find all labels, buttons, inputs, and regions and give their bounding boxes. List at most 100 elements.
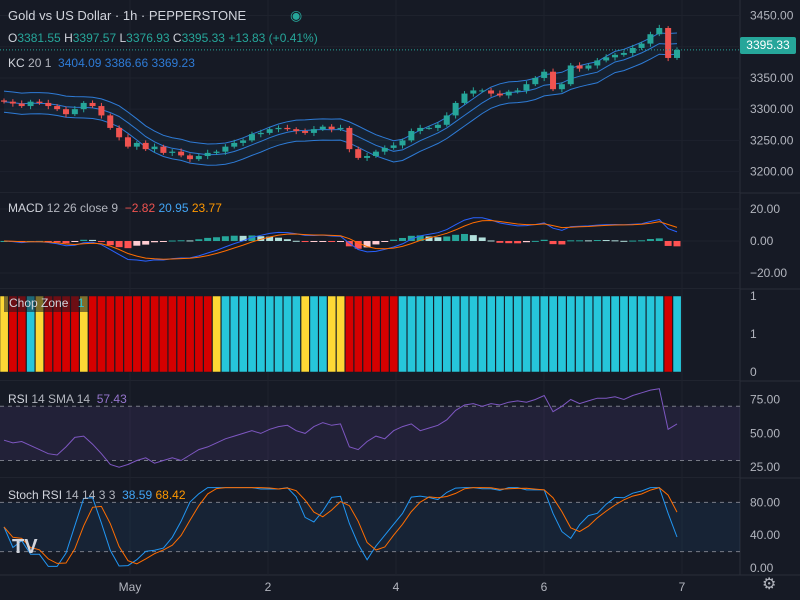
chop-zone-bar	[345, 295, 354, 373]
macd-hist-bar	[549, 241, 557, 245]
chop-zone-bar	[353, 295, 363, 373]
candle-body	[204, 152, 211, 157]
chop-zone-bar	[238, 295, 248, 373]
candle-body	[310, 129, 317, 133]
macd-hist-bar	[478, 237, 486, 241]
candle-body	[674, 49, 680, 58]
stoch-tick-label-0: 80.00	[750, 495, 780, 509]
chop-zone-bar	[185, 295, 195, 373]
chop-zone-bar	[566, 295, 576, 373]
candle-body	[629, 47, 636, 53]
candle-body	[620, 52, 627, 55]
macd-hist-bar	[142, 241, 150, 245]
candle-body	[133, 142, 140, 147]
chop-legend[interactable]: Chop Zone 1	[4, 296, 90, 312]
candle-body	[27, 101, 34, 107]
stoch-legend[interactable]: Stoch RSI 14 14 3 3 38.59 68.42	[8, 488, 186, 502]
pane-bg-0	[0, 0, 740, 193]
tradingview-logo-icon[interactable]: TV	[12, 536, 38, 558]
candle-body	[576, 65, 583, 69]
candle-body	[293, 129, 300, 132]
candle-body	[160, 146, 167, 153]
macd-hist-bar	[89, 239, 97, 241]
macd-hist-bar	[390, 239, 398, 241]
settings-gear-icon[interactable]: ⚙	[762, 576, 777, 593]
macd-hist-bar	[567, 240, 575, 242]
candle-body	[1, 100, 7, 102]
chop-zone-bar	[407, 295, 416, 373]
candle-body	[408, 131, 415, 141]
chop-zone-bar	[88, 295, 98, 373]
candle-body	[612, 54, 619, 58]
rsi-value: 57.43	[96, 392, 127, 406]
rsi-line	[3, 388, 678, 468]
candle-body	[266, 129, 273, 133]
ohlc-row: O3381.55 H3397.57 L3376.93 C3395.33 +13.…	[8, 31, 318, 45]
chop-zone-bar	[646, 295, 655, 373]
chop-zone-bar	[442, 295, 452, 373]
stoch-k-value: 38.59	[122, 488, 153, 502]
macd-hist-bar	[319, 241, 327, 242]
macd-hist-bar	[283, 239, 291, 241]
macd-hist-bar	[496, 241, 504, 243]
macd-hist-bar	[159, 241, 167, 242]
chop-zone-bar	[548, 295, 558, 373]
candle-body	[275, 127, 282, 130]
chop-zone-bar	[221, 295, 230, 373]
kc-name: KC	[8, 56, 25, 70]
rsi-legend[interactable]: RSI 14 SMA 14 57.43	[8, 392, 127, 406]
macd-hist-bar	[186, 240, 194, 242]
candle-body	[523, 84, 530, 91]
candle-body	[452, 102, 459, 116]
change-value: +13.83 (+0.41%)	[228, 31, 318, 45]
time-tick-label-3: 6	[541, 580, 548, 594]
candle-body	[98, 106, 105, 116]
rsi-params: 14 SMA 14	[31, 392, 91, 406]
candle-body	[355, 149, 362, 158]
macd-tick-label-1: 0.00	[750, 234, 774, 248]
macd-signal-value: 23.77	[191, 201, 222, 215]
chop-zone-bar	[212, 295, 221, 373]
high-value: 3397.57	[72, 31, 117, 45]
macd-hist-bar	[301, 241, 309, 243]
chop-zone-bar	[575, 295, 585, 373]
chop-zone-bar	[106, 295, 115, 373]
open-label: O	[8, 31, 18, 45]
macd-hist-bar	[611, 240, 619, 242]
candle-body	[665, 27, 672, 58]
price-tick-label-2: 3350.00	[750, 71, 794, 85]
symbol-title[interactable]: Gold vs US Dollar · 1h · PEPPERSTONE	[8, 8, 247, 23]
candle-body	[647, 34, 654, 44]
price-tick-label-4: 3250.00	[750, 133, 794, 147]
low-value: 3376.93	[126, 31, 170, 45]
macd-hist-bar	[213, 237, 221, 241]
kc-legend[interactable]: KC 20 1 3404.09 3386.66 3369.23	[8, 56, 195, 70]
chop-zone-bar	[513, 295, 523, 373]
macd-legend[interactable]: MACD 12 26 close 9 −2.82 20.95 23.77	[8, 201, 222, 215]
macd-tick-label-0: 20.00	[750, 202, 780, 216]
chop-zone-bar	[283, 295, 292, 373]
stoch-tick-label-1: 40.00	[750, 528, 780, 542]
candle-body	[107, 115, 114, 128]
candle-body	[178, 151, 185, 156]
chop-zone-bar	[477, 295, 487, 373]
macd-hist-bar	[576, 240, 584, 242]
macd-hist-bar	[407, 235, 415, 241]
rsi-tick-label-2: 25.00	[750, 460, 780, 474]
macd-hist-bar	[629, 240, 637, 242]
candle-body	[434, 124, 441, 128]
candle-body	[488, 90, 495, 94]
chop-zone-bar	[539, 295, 549, 373]
chop-zone-bar	[389, 295, 399, 373]
chop-zone-bar	[469, 295, 478, 373]
macd-hist-bar	[310, 241, 318, 242]
candle-body	[461, 93, 468, 103]
candle-body	[213, 151, 220, 153]
candle-body	[195, 156, 202, 160]
candle-body	[585, 65, 592, 69]
macd-hist-bar	[106, 241, 114, 246]
price-tick-label-3: 3300.00	[750, 102, 794, 116]
macd-hist-bar	[221, 236, 229, 241]
candle-body	[45, 102, 52, 107]
